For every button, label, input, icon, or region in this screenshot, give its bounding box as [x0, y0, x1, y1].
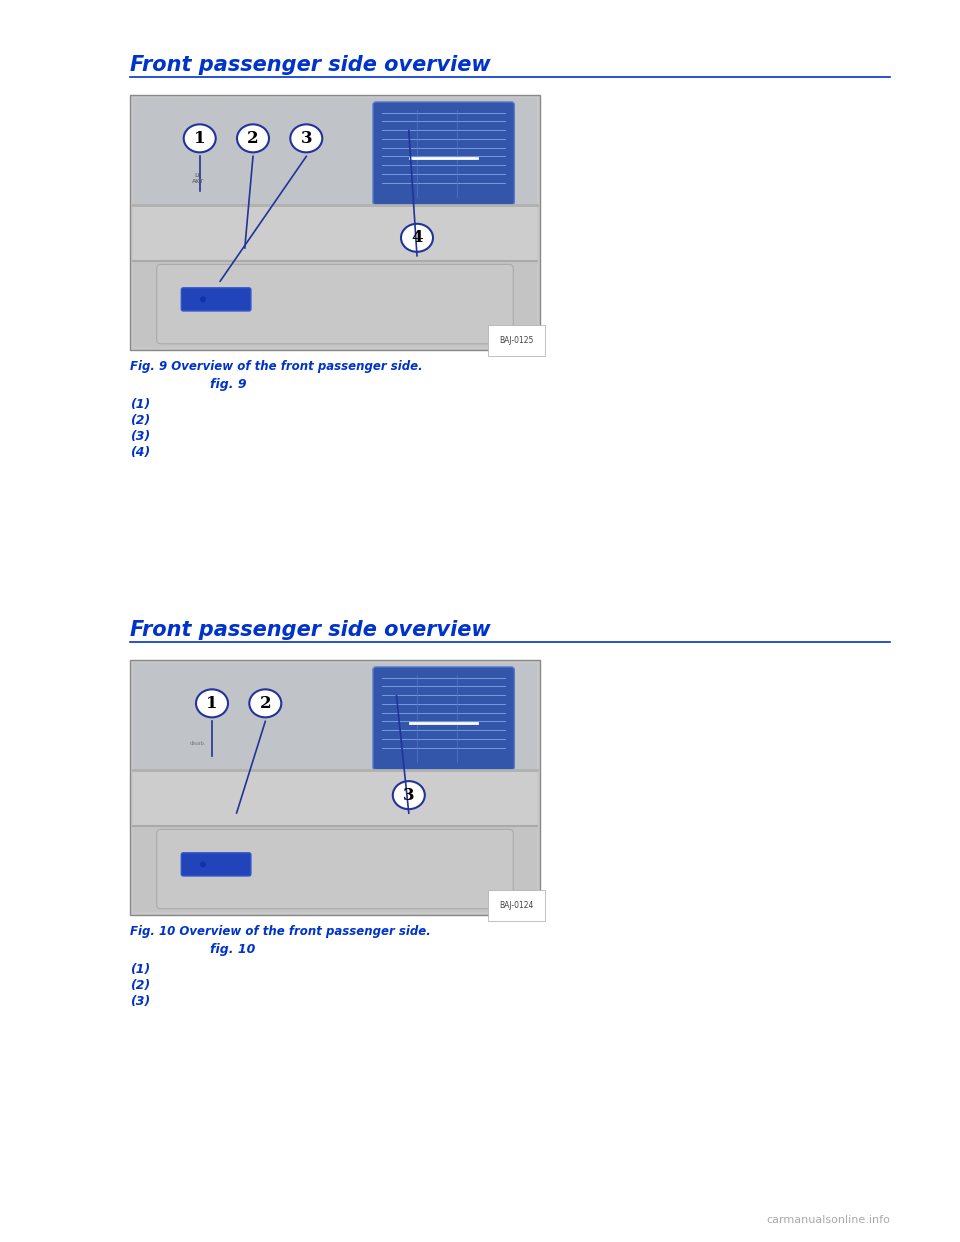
Text: (3): (3) [130, 995, 151, 1009]
Text: 1: 1 [206, 694, 218, 712]
FancyBboxPatch shape [133, 98, 537, 347]
Text: (1): (1) [130, 397, 151, 411]
Circle shape [200, 862, 206, 867]
FancyBboxPatch shape [373, 667, 515, 770]
FancyBboxPatch shape [181, 288, 251, 310]
Text: fig. 9: fig. 9 [210, 378, 247, 391]
FancyBboxPatch shape [373, 102, 515, 205]
Text: Front passenger side overview: Front passenger side overview [130, 620, 491, 640]
Text: 4: 4 [411, 230, 422, 246]
FancyBboxPatch shape [181, 853, 251, 876]
Text: Fig. 9 Overview of the front passenger side.: Fig. 9 Overview of the front passenger s… [130, 360, 422, 373]
FancyBboxPatch shape [133, 205, 537, 261]
Ellipse shape [393, 781, 424, 809]
FancyBboxPatch shape [133, 770, 537, 826]
Ellipse shape [401, 224, 433, 252]
Text: disab.: disab. [189, 741, 206, 746]
FancyBboxPatch shape [133, 663, 537, 770]
Text: 3: 3 [403, 786, 415, 804]
FancyBboxPatch shape [133, 261, 537, 347]
FancyBboxPatch shape [156, 265, 514, 344]
Text: 2: 2 [247, 130, 259, 147]
Text: (4): (4) [130, 446, 151, 460]
FancyBboxPatch shape [130, 94, 540, 350]
Ellipse shape [196, 689, 228, 718]
Text: carmanualsonline.info: carmanualsonline.info [766, 1215, 890, 1225]
FancyBboxPatch shape [133, 663, 537, 912]
FancyBboxPatch shape [156, 830, 514, 909]
Ellipse shape [290, 124, 323, 153]
FancyBboxPatch shape [130, 660, 540, 915]
Text: Fig. 10 Overview of the front passenger side.: Fig. 10 Overview of the front passenger … [130, 925, 431, 938]
Ellipse shape [237, 124, 269, 153]
Text: (1): (1) [130, 963, 151, 976]
FancyBboxPatch shape [133, 98, 537, 205]
Text: 1: 1 [194, 130, 205, 147]
Text: 2: 2 [259, 694, 271, 712]
FancyBboxPatch shape [133, 826, 537, 912]
Circle shape [200, 297, 206, 302]
Text: 3: 3 [300, 130, 312, 147]
Text: (2): (2) [130, 979, 151, 992]
Text: BAJ-0124: BAJ-0124 [499, 900, 534, 910]
Ellipse shape [183, 124, 216, 153]
Text: fig. 10: fig. 10 [210, 943, 255, 956]
Text: LI
AKT: LI AKT [192, 173, 204, 184]
Text: BAJ-0125: BAJ-0125 [499, 337, 534, 345]
Text: (2): (2) [130, 414, 151, 427]
Text: (3): (3) [130, 430, 151, 443]
Ellipse shape [250, 689, 281, 718]
Text: Front passenger side overview: Front passenger side overview [130, 55, 491, 75]
